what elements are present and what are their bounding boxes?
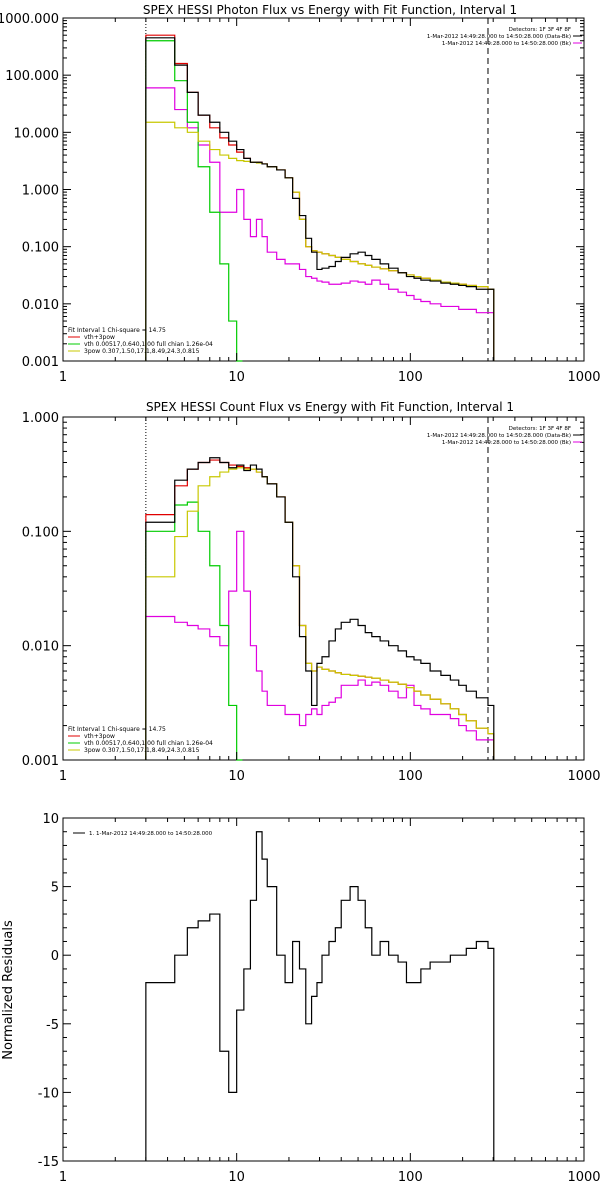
count-flux-x-tick-label: 10 (228, 769, 245, 784)
residuals-y-tick-label: 10 (42, 812, 59, 827)
residuals-ticks: 1 10 100 1000 -15 -10 -5 0 5 10 (38, 812, 600, 1185)
photon-flux-fit-entry-vth: vth 0.00517,0.640,1.00 full chian 1.26e-… (84, 341, 213, 348)
count-flux-legend-entry-bk: 1-Mar-2012 14:49:28.000 to 14:50:28.000 … (442, 440, 571, 446)
count-flux-x-tick-label: 1000 (567, 769, 600, 784)
residuals-x-tick-label: 10 (228, 1170, 245, 1185)
photon-flux-y-tick-label: 1000.000 (0, 12, 59, 27)
photon-flux-y-tick-label: 1.000 (22, 184, 59, 199)
photon-flux-panel: SPEX HESSI Photon Flux vs Energy with Fi… (0, 3, 600, 385)
photon-flux-x-tick-label: 1000 (567, 370, 600, 385)
count-flux-fit-entry-vth: vth 0.00517,0.640,1.00 full chian 1.26e-… (84, 740, 213, 747)
count-flux-fit-entry-total: vth+3pow (84, 733, 115, 740)
photon-flux-series-vth-3pow (145, 34, 495, 361)
residuals-y-tick-label: -15 (38, 1155, 59, 1170)
residuals-series-group (145, 831, 495, 1161)
count-flux-series-bk (145, 530, 495, 760)
count-flux-x-tick-label: 1 (59, 769, 67, 784)
residuals-x-tick-label: 1000 (567, 1170, 600, 1185)
photon-flux-y-tick-label: 10.000 (14, 126, 60, 141)
photon-flux-fit-entry-total: vth+3pow (84, 334, 115, 341)
count-flux-series-3pow (145, 467, 495, 760)
residuals-y-tick-label: 0 (51, 949, 59, 964)
count-flux-fit-legend: Fit Interval 1 Chi-square = 14.75 vth+3p… (68, 726, 213, 754)
residuals-panel: 1 10 100 1000 -15 -10 -5 0 5 10 Normalized Residu… (1, 812, 600, 1185)
count-flux-ticks: 1 10 100 1000 0.001 0.010 0.100 1.000 (22, 411, 600, 784)
photon-flux-title: SPEX HESSI Photon Flux vs Energy with Fi… (143, 3, 517, 17)
photon-flux-legend-entry-data: 1-Mar-2012 14:49:28.000 to 14:50:28.000 … (427, 34, 571, 40)
residuals-x-tick-label: 1 (59, 1170, 67, 1185)
count-flux-series-data-bk (145, 457, 495, 760)
count-flux-legend: Detectors: 1F 3F 4F 8F 1-Mar-2012 14:49:… (427, 426, 582, 446)
count-flux-y-tick-label: 0.100 (22, 525, 59, 540)
photon-flux-series-group (145, 18, 495, 362)
residuals-y-axis-label: Normalized Residuals (1, 920, 16, 1060)
photon-flux-detectors-text: Detectors: 1F 3F 4F 8F (509, 27, 571, 33)
count-flux-y-tick-label: 0.010 (22, 640, 59, 655)
photon-flux-fit-legend: Fit Interval 1 Chi-square = 14.75 vth+3p… (68, 327, 213, 355)
residuals-y-tick-label: -10 (38, 1086, 59, 1101)
photon-flux-x-tick-label: 1 (59, 370, 67, 385)
photon-flux-x-tick-label: 100 (398, 370, 423, 385)
residuals-x-tick-label: 100 (398, 1170, 423, 1185)
residuals-plot-frame (62, 817, 585, 1162)
photon-flux-plot-frame (62, 17, 585, 362)
residuals-y-tick-label: -5 (46, 1018, 59, 1033)
count-flux-panel: SPEX HESSI Count Flux vs Energy with Fit… (22, 400, 600, 784)
residuals-legend: 1. 1-Mar-2012 14:49:28.000 to 14:50:28.0… (73, 831, 213, 837)
photon-flux-ticks: 1 10 100 1000 0.001 0.010 0.100 1.000 10.000 100.… (0, 12, 600, 385)
photon-flux-series-bk (145, 87, 495, 361)
count-flux-y-tick-label: 0.001 (22, 754, 59, 769)
count-flux-y-tick-label: 1.000 (22, 411, 59, 426)
count-flux-fit-entry-3pow: 3pow 0.307,1.50,17.1,8.49,24.3,0.815 (84, 747, 200, 754)
count-flux-legend-entry-data: 1-Mar-2012 14:49:28.000 to 14:50:28.000 … (427, 433, 571, 439)
count-flux-series-group (145, 417, 495, 761)
photon-flux-y-tick-label: 100.000 (5, 69, 59, 84)
count-flux-plot-frame (62, 416, 585, 761)
photon-flux-fit-entry-3pow: 3pow 0.307,1.50,17.1,8.49,24.3,0.815 (84, 348, 200, 355)
count-flux-x-tick-label: 100 (398, 769, 423, 784)
photon-flux-y-tick-label: 0.010 (22, 298, 59, 313)
residuals-y-tick-label: 5 (51, 881, 59, 896)
photon-flux-y-tick-label: 0.001 (22, 355, 59, 370)
count-flux-detectors-text: Detectors: 1F 3F 4F 8F (509, 426, 571, 432)
photon-flux-y-tick-label: 0.100 (22, 241, 59, 256)
photon-flux-series-vth (145, 40, 243, 362)
count-flux-series-vth (145, 501, 243, 761)
residuals-series-1-1-mar-2012-14-49-28-000-to-14-50-28-000 (145, 831, 495, 1161)
photon-flux-fit-header: Fit Interval 1 Chi-square = 14.75 (68, 327, 166, 334)
photon-flux-series-data-bk (145, 37, 495, 361)
residuals-legend-entry: 1. 1-Mar-2012 14:49:28.000 to 14:50:28.0… (89, 831, 213, 837)
photon-flux-x-tick-label: 10 (228, 370, 245, 385)
photon-flux-legend-entry-bk: 1-Mar-2012 14:49:28.000 to 14:50:28.000 … (442, 41, 571, 47)
count-flux-title: SPEX HESSI Count Flux vs Energy with Fit… (146, 400, 514, 414)
count-flux-fit-header: Fit Interval 1 Chi-square = 14.75 (68, 726, 166, 733)
photon-flux-legend: Detectors: 1F 3F 4F 8F 1-Mar-2012 14:49:… (427, 27, 582, 47)
